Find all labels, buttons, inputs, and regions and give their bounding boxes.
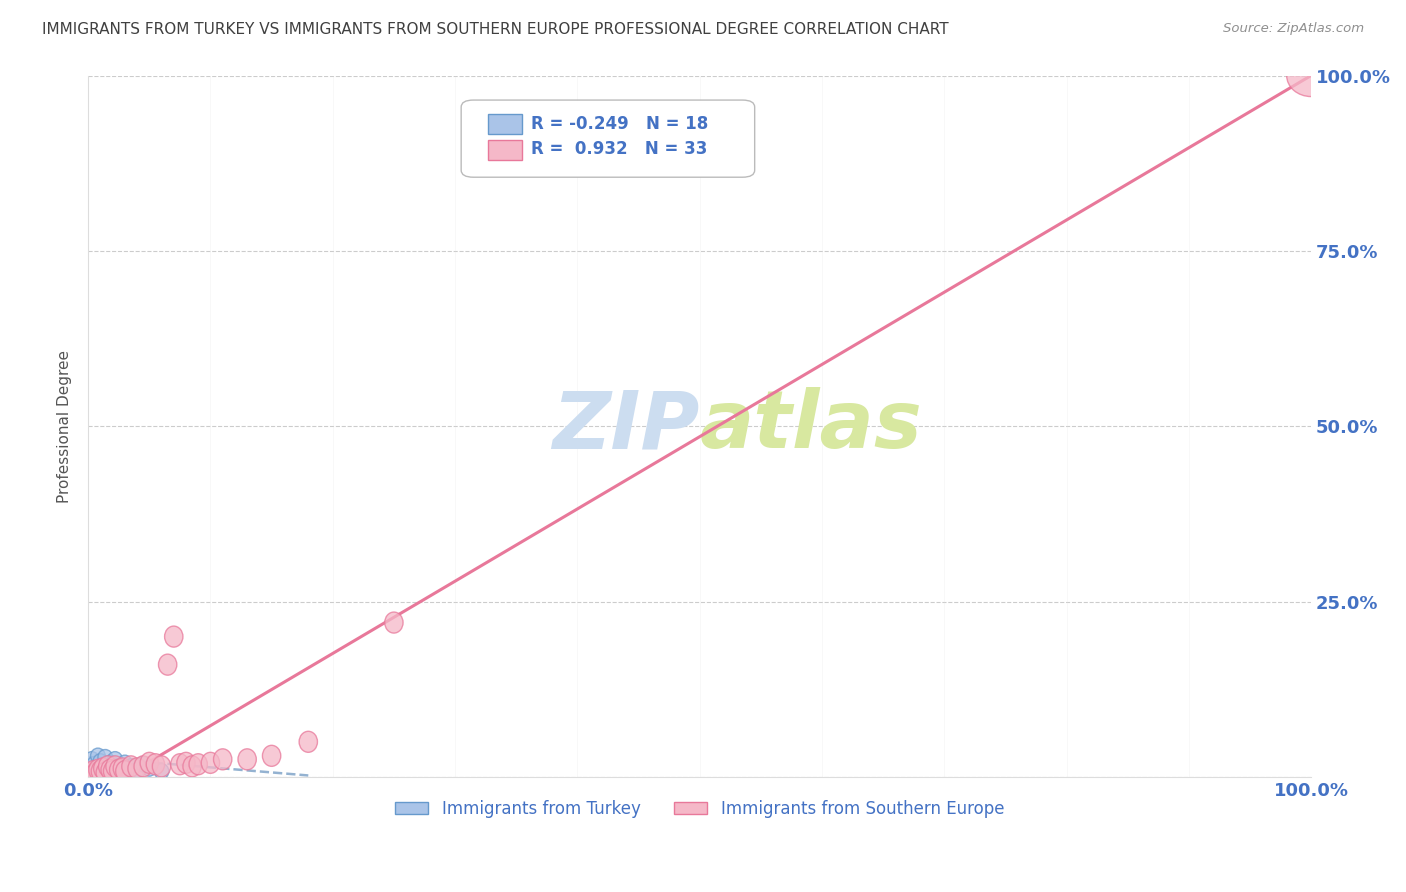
Ellipse shape [96, 762, 114, 783]
Ellipse shape [214, 748, 232, 770]
Ellipse shape [93, 754, 108, 769]
Ellipse shape [136, 756, 150, 772]
Ellipse shape [134, 756, 152, 777]
Ellipse shape [101, 759, 120, 780]
Ellipse shape [98, 756, 117, 777]
Ellipse shape [90, 748, 105, 764]
Ellipse shape [105, 756, 120, 772]
Ellipse shape [170, 754, 188, 775]
Ellipse shape [118, 756, 132, 771]
Ellipse shape [165, 626, 183, 647]
Ellipse shape [124, 758, 138, 774]
Ellipse shape [129, 762, 145, 778]
Ellipse shape [86, 763, 104, 784]
Ellipse shape [263, 746, 281, 766]
Ellipse shape [159, 654, 177, 675]
Bar [488, 114, 522, 134]
Ellipse shape [82, 763, 100, 784]
Ellipse shape [89, 759, 107, 780]
Ellipse shape [111, 758, 127, 774]
Ellipse shape [96, 758, 110, 774]
Ellipse shape [104, 761, 122, 781]
Text: atlas: atlas [700, 387, 922, 466]
Ellipse shape [98, 749, 112, 765]
Ellipse shape [105, 756, 124, 777]
Ellipse shape [87, 756, 101, 772]
Text: ZIP: ZIP [553, 387, 700, 466]
Ellipse shape [146, 754, 165, 775]
Ellipse shape [115, 761, 134, 781]
Ellipse shape [183, 756, 201, 777]
Ellipse shape [188, 754, 208, 775]
Text: IMMIGRANTS FROM TURKEY VS IMMIGRANTS FROM SOUTHERN EUROPE PROFESSIONAL DEGREE CO: IMMIGRANTS FROM TURKEY VS IMMIGRANTS FRO… [42, 22, 949, 37]
Ellipse shape [142, 761, 156, 776]
Ellipse shape [114, 758, 132, 779]
Ellipse shape [91, 761, 110, 781]
Ellipse shape [155, 764, 169, 779]
Ellipse shape [103, 756, 118, 771]
Ellipse shape [84, 752, 100, 767]
Ellipse shape [122, 756, 141, 777]
Ellipse shape [84, 761, 103, 781]
FancyBboxPatch shape [461, 100, 755, 178]
Ellipse shape [201, 752, 219, 773]
Ellipse shape [177, 752, 195, 773]
Ellipse shape [100, 761, 115, 776]
Ellipse shape [110, 759, 128, 780]
Ellipse shape [94, 758, 112, 779]
Ellipse shape [141, 752, 159, 773]
Ellipse shape [299, 731, 318, 752]
Ellipse shape [1286, 54, 1336, 96]
Text: Source: ZipAtlas.com: Source: ZipAtlas.com [1223, 22, 1364, 36]
Text: R = -0.249   N = 18: R = -0.249 N = 18 [531, 115, 709, 133]
Ellipse shape [152, 756, 170, 777]
Ellipse shape [238, 748, 256, 770]
Ellipse shape [115, 761, 129, 776]
Bar [488, 140, 522, 160]
Ellipse shape [108, 752, 122, 767]
Text: R =  0.932   N = 33: R = 0.932 N = 33 [531, 140, 707, 158]
Y-axis label: Professional Degree: Professional Degree [58, 350, 72, 503]
Ellipse shape [128, 758, 146, 779]
Legend: Immigrants from Turkey, Immigrants from Southern Europe: Immigrants from Turkey, Immigrants from … [388, 793, 1011, 824]
Ellipse shape [385, 612, 404, 633]
